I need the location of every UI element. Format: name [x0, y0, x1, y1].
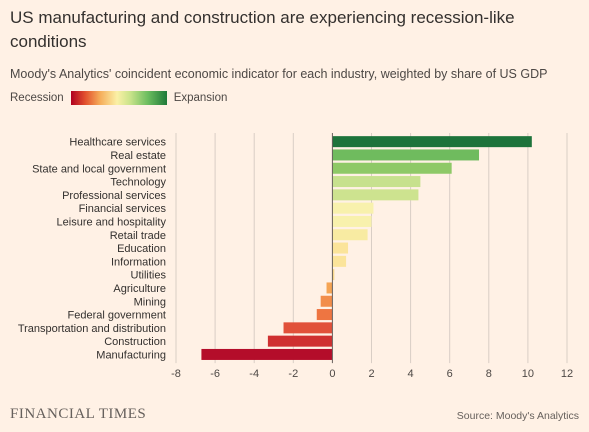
chart-subtitle: Moody's Analytics' coincident economic i… — [10, 67, 548, 81]
category-label: State and local government — [32, 163, 166, 175]
bar — [326, 282, 333, 294]
bar — [332, 229, 368, 241]
x-tick-label: -8 — [171, 368, 181, 380]
bar — [332, 136, 532, 148]
category-label: Professional services — [62, 190, 166, 202]
x-tick-label: 0 — [329, 368, 335, 380]
bar — [283, 322, 333, 334]
bar — [332, 255, 347, 267]
category-label: Transportation and distribution — [18, 323, 166, 335]
x-tick-label: 2 — [368, 368, 374, 380]
x-tick-label: 4 — [408, 368, 414, 380]
color-legend: Recession Expansion — [10, 91, 227, 105]
bar — [316, 309, 333, 321]
x-tick-label: -4 — [249, 368, 259, 380]
bar — [332, 242, 349, 254]
category-label: Retail trade — [110, 230, 166, 242]
category-label: Construction — [104, 336, 166, 348]
x-tick-label: -2 — [288, 368, 298, 380]
bar — [332, 162, 452, 174]
category-label: Federal government — [68, 310, 166, 322]
legend-expansion-label: Expansion — [173, 92, 228, 104]
chart-title: US manufacturing and construction are ex… — [10, 8, 515, 51]
legend-gradient — [70, 91, 167, 105]
category-label: Leisure and hospitality — [57, 216, 167, 228]
bar — [332, 269, 335, 281]
category-label: Healthcare services — [69, 137, 166, 149]
category-label: Education — [117, 243, 166, 255]
category-label: Financial services — [79, 203, 167, 215]
category-label: Utilities — [131, 270, 167, 282]
x-tick-label: 6 — [447, 368, 453, 380]
bar — [332, 202, 374, 214]
bar — [332, 215, 372, 227]
bar — [320, 295, 333, 307]
source-note: Source: Moody's Analytics — [456, 410, 579, 422]
category-label: Real estate — [110, 150, 166, 162]
x-tick-label: 10 — [522, 368, 534, 380]
bar — [267, 335, 333, 347]
category-label: Agriculture — [113, 283, 166, 295]
ft-logo: FINANCIAL TIMES — [10, 406, 147, 422]
bar — [332, 149, 480, 161]
category-label: Technology — [110, 177, 166, 189]
x-tick-label: -6 — [210, 368, 220, 380]
bar — [201, 348, 333, 360]
x-tick-label: 8 — [486, 368, 492, 380]
legend-recession-label: Recession — [10, 92, 64, 104]
category-label: Information — [111, 256, 166, 268]
x-tick-label: 12 — [561, 368, 573, 380]
bar — [332, 189, 419, 201]
category-label: Manufacturing — [96, 349, 166, 361]
bar — [332, 176, 421, 188]
category-label: Mining — [134, 296, 166, 308]
